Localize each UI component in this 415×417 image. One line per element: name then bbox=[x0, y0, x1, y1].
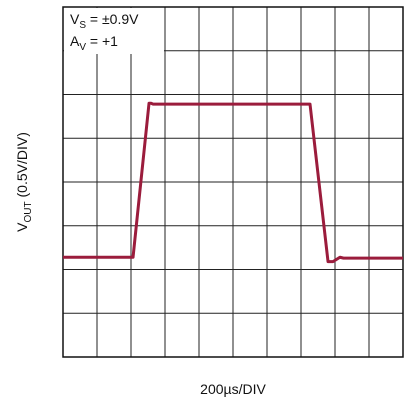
series-line bbox=[63, 101, 403, 264]
plot bbox=[63, 101, 403, 264]
annotation: AV = +1 bbox=[70, 33, 118, 53]
y-axis-label: VOUT (0.5V/DIV) bbox=[14, 132, 34, 232]
x-axis-label: 200µs/DIV bbox=[200, 381, 266, 397]
annotation-box bbox=[64, 8, 164, 54]
annotation: VS = ±0.9V bbox=[70, 11, 139, 31]
grid bbox=[62, 6, 404, 358]
plot-frame bbox=[62, 6, 404, 358]
